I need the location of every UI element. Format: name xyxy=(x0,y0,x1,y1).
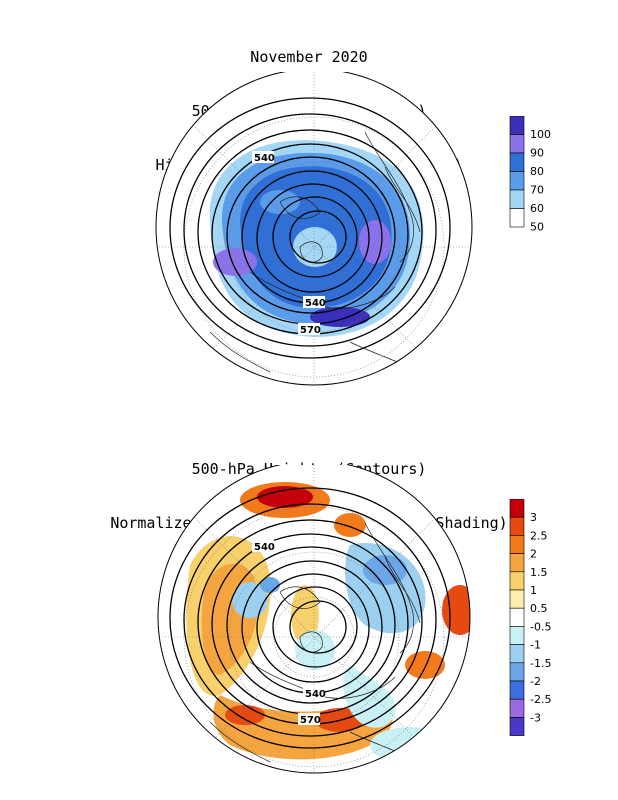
shading-region xyxy=(291,585,319,645)
colorbar-swatch xyxy=(509,516,525,536)
colorbar-swatch xyxy=(509,571,525,591)
colorbar-swatch xyxy=(509,116,525,135)
top-colorbar: 100 90 80 70 60 50 xyxy=(509,116,551,234)
colorbar-swatch xyxy=(509,607,525,627)
colorbar-label: 70 xyxy=(530,184,544,197)
colorbar-swatch xyxy=(509,680,525,700)
colorbar-label: -2 xyxy=(530,675,541,688)
colorbar-swatch xyxy=(509,589,525,609)
colorbar-swatch xyxy=(509,189,525,209)
top-title-line-1: November 2020 xyxy=(250,48,368,66)
colorbar-swatch xyxy=(509,208,525,228)
colorbar-label: 3 xyxy=(530,511,537,524)
top-polar-map: 540 540 570 xyxy=(155,72,473,386)
colorbar-swatch xyxy=(509,535,525,554)
colorbar-swatch xyxy=(509,717,525,736)
bottom-colorbar: 3 2.5 2 1.5 1 0.5 -0.5 -1 -1.5 -2 -2.5 -3 xyxy=(509,499,551,736)
colorbar-label: -2.5 xyxy=(530,693,551,706)
colorbar-swatch xyxy=(509,644,525,664)
colorbar-label: -0.5 xyxy=(530,620,551,633)
colorbar-label: 50 xyxy=(530,221,544,234)
colorbar-swatch xyxy=(509,171,525,191)
shading-region xyxy=(359,220,391,264)
shading-region xyxy=(334,513,366,537)
colorbar-label: 100 xyxy=(530,128,551,141)
shading-region xyxy=(225,705,265,725)
colorbar-label: 90 xyxy=(530,147,544,160)
colorbar-swatch xyxy=(509,662,525,682)
colorbar-label: 1 xyxy=(530,584,537,597)
colorbar-swatch xyxy=(509,152,525,172)
colorbar-label: -3 xyxy=(530,711,541,724)
contour-label: 570 xyxy=(300,325,321,336)
colorbar-label: 0.5 xyxy=(530,602,548,615)
colorbar-label: 2.5 xyxy=(530,529,548,542)
colorbar-swatch xyxy=(509,626,525,645)
colorbar-swatch xyxy=(509,499,525,518)
colorbar-label: 80 xyxy=(530,165,544,178)
colorbar-label: 1.5 xyxy=(530,566,548,579)
colorbar-label: 2 xyxy=(530,548,537,561)
colorbar-swatch xyxy=(509,134,525,154)
contour-label: 540 xyxy=(254,542,275,553)
contour-label: 540 xyxy=(305,298,326,309)
contour-label: 570 xyxy=(300,715,321,726)
contour-label: 540 xyxy=(254,153,275,164)
shading-region xyxy=(257,486,313,508)
colorbar-label: -1 xyxy=(530,639,541,652)
colorbar-swatch xyxy=(509,553,525,573)
shading-region xyxy=(295,630,335,670)
shading-region xyxy=(213,248,257,276)
colorbar-label: -1.5 xyxy=(530,657,551,670)
colorbar-swatch xyxy=(509,698,525,718)
contour-label: 540 xyxy=(305,689,326,700)
shading-region xyxy=(232,582,268,618)
bottom-polar-map: 540 540 570 xyxy=(157,465,471,774)
colorbar-label: 60 xyxy=(530,202,544,215)
